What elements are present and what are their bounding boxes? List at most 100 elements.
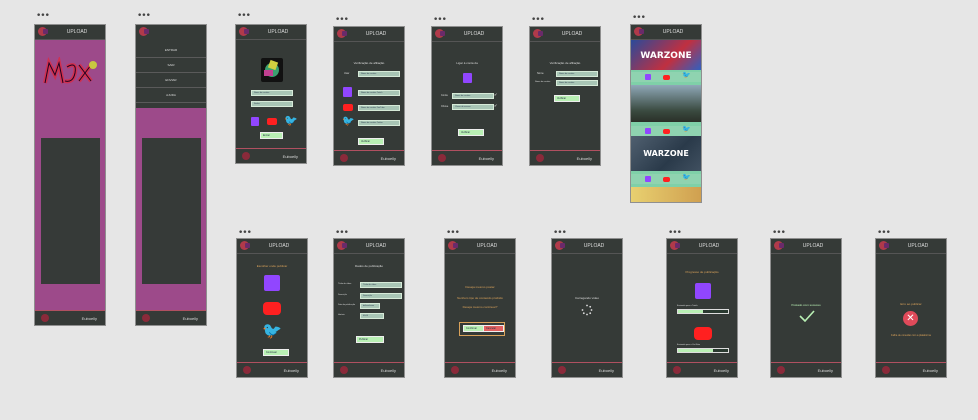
footer-brand: Euboelly bbox=[922, 368, 938, 373]
footer-brand: Euboelly bbox=[478, 156, 494, 161]
header-title: UPLOAD bbox=[66, 29, 88, 35]
description-field[interactable]: Descrição bbox=[360, 293, 402, 299]
verify-success-screen: UPLOAD Verificação de afiliação Nome Nom… bbox=[529, 26, 601, 166]
feed-social-strip: 🐦 bbox=[631, 173, 701, 184]
confirm-yes-button[interactable]: Confirmar bbox=[463, 325, 484, 332]
time-field[interactable]: 00:00 bbox=[360, 313, 384, 319]
publish-button[interactable]: Publicar bbox=[356, 336, 384, 343]
verify-button[interactable]: Verificar bbox=[458, 129, 484, 136]
menu-item-enviar[interactable]: ENVIAR bbox=[136, 73, 206, 88]
footer-logo bbox=[451, 366, 459, 374]
app-logo bbox=[435, 29, 445, 38]
frame-options-dots[interactable]: ••• bbox=[772, 228, 786, 238]
app-logo bbox=[774, 241, 784, 250]
youtube-icon[interactable] bbox=[663, 75, 670, 80]
twitch-icon[interactable] bbox=[645, 74, 651, 80]
loading-text: Carregando vídeo bbox=[574, 296, 600, 300]
twitch-progress-fill bbox=[678, 310, 703, 313]
twitter-field[interactable]: Nome de usuário Twitter bbox=[358, 120, 400, 126]
youtube-icon[interactable] bbox=[663, 129, 670, 134]
header-title: UPLOAD bbox=[365, 31, 387, 37]
menu-item-sair[interactable]: SAIR bbox=[136, 58, 206, 73]
twitch-icon[interactable] bbox=[264, 275, 280, 291]
youtube-icon[interactable] bbox=[663, 177, 670, 182]
header-title: UPLOAD bbox=[561, 31, 583, 37]
confirm-no-button[interactable]: Cancelar bbox=[483, 325, 504, 332]
frame-options-dots[interactable]: ••• bbox=[36, 11, 50, 21]
footer-logo bbox=[536, 154, 544, 162]
frame-options-dots[interactable]: ••• bbox=[877, 228, 891, 238]
twitter-icon[interactable]: 🐦 bbox=[682, 125, 691, 133]
frame-options-dots[interactable]: ••• bbox=[668, 228, 682, 238]
feed-banner[interactable]: WARZONE bbox=[631, 136, 701, 171]
header-title: UPLOAD bbox=[463, 31, 485, 37]
login-button[interactable]: Entrar bbox=[260, 132, 283, 139]
youtube-progress-label: Enviando para o YouTube bbox=[677, 344, 700, 346]
user-field[interactable]: Nome de usuário bbox=[358, 71, 400, 77]
feed-banner[interactable] bbox=[631, 85, 701, 122]
footer-brand: Euboelly bbox=[81, 316, 97, 321]
frame-options-dots[interactable]: ••• bbox=[531, 15, 545, 25]
username-field[interactable]: Nome de usuário bbox=[556, 80, 598, 86]
frame-options-dots[interactable]: ••• bbox=[335, 228, 349, 238]
progress-screen: UPLOAD Progresso de publicação Enviando … bbox=[666, 238, 738, 378]
app-footer: Euboelly bbox=[136, 310, 206, 325]
header-title: UPLOAD bbox=[583, 243, 605, 249]
frame-options-dots[interactable]: ••• bbox=[137, 11, 151, 21]
twitch-icon bbox=[695, 283, 711, 299]
verify-button[interactable]: Verificar bbox=[554, 95, 580, 102]
feed-banner[interactable]: WARZONE bbox=[631, 40, 701, 70]
password-field[interactable]: Senha bbox=[251, 101, 293, 107]
app-header bbox=[136, 25, 206, 40]
menu-item-entrar[interactable]: ENTRAR bbox=[136, 43, 206, 58]
video-title-field[interactable]: Título do vídeo bbox=[360, 282, 402, 288]
footer-logo bbox=[777, 366, 785, 374]
twitch-icon[interactable] bbox=[645, 176, 651, 182]
footer-brand: Euboelly bbox=[182, 316, 198, 321]
footer-brand: Euboelly bbox=[713, 368, 729, 373]
youtube-icon bbox=[694, 327, 712, 340]
footer-logo bbox=[242, 152, 250, 160]
date-field[interactable]: dd/mm/aaaa bbox=[360, 303, 380, 309]
avatar bbox=[261, 58, 283, 82]
frame-options-dots[interactable]: ••• bbox=[237, 11, 251, 21]
frame-options-dots[interactable]: ••• bbox=[553, 228, 567, 238]
frame-options-dots[interactable]: ••• bbox=[335, 15, 349, 25]
twitch-icon[interactable] bbox=[251, 117, 259, 126]
twitch-field[interactable]: Nome de usuário Twitch bbox=[358, 90, 400, 96]
frame-options-dots[interactable]: ••• bbox=[238, 228, 252, 238]
app-header: UPLOAD bbox=[334, 27, 404, 42]
frame-options-dots[interactable]: ••• bbox=[632, 13, 646, 23]
verify-title: Verificação de afiliação bbox=[353, 61, 385, 65]
frame-options-dots[interactable]: ••• bbox=[433, 15, 447, 25]
youtube-field[interactable]: Nome de usuário YouTube bbox=[358, 105, 400, 111]
continue-button[interactable]: Continuar bbox=[263, 349, 289, 356]
name-field[interactable]: Nome de usuário bbox=[556, 71, 598, 77]
twitter-icon[interactable]: 🐦 bbox=[284, 114, 298, 127]
account-label: Conta bbox=[441, 94, 448, 97]
twitch-icon[interactable] bbox=[645, 128, 651, 134]
twitter-icon[interactable]: 🐦 bbox=[682, 173, 691, 181]
confirm-screen: UPLOAD Deseja mesmo postar Nenhum tipo d… bbox=[444, 238, 516, 378]
youtube-progress-bar bbox=[677, 348, 729, 353]
app-logo bbox=[555, 241, 565, 250]
account-field[interactable]: Nome de usuário bbox=[452, 93, 494, 99]
menu-item-ajuda[interactable]: AJUDA bbox=[136, 88, 206, 103]
footer-brand: Euboelly bbox=[380, 368, 396, 373]
key-field[interactable]: Chave de acesso bbox=[452, 104, 494, 110]
twitch-progress-label: Enviando para a Twitch bbox=[677, 305, 698, 307]
frame-options-dots[interactable]: ••• bbox=[446, 228, 460, 238]
app-header: UPLOAD bbox=[445, 239, 515, 254]
youtube-icon[interactable] bbox=[263, 302, 281, 315]
verify-button[interactable]: Verificar bbox=[358, 138, 384, 145]
twitter-icon[interactable]: 🐦 bbox=[682, 71, 691, 79]
twitch-verify-title: Ligar à conta da bbox=[456, 61, 478, 65]
name-label: Nome bbox=[537, 72, 544, 75]
username-label: Nome de usuário bbox=[535, 81, 551, 83]
header-title: UPLOAD bbox=[267, 29, 289, 35]
username-field[interactable]: Nome de usuário bbox=[251, 90, 293, 96]
app-footer: Euboelly bbox=[237, 362, 307, 377]
feed-banner[interactable] bbox=[631, 187, 701, 202]
twitter-icon[interactable]: 🐦 bbox=[262, 321, 282, 340]
youtube-icon[interactable] bbox=[267, 118, 277, 125]
